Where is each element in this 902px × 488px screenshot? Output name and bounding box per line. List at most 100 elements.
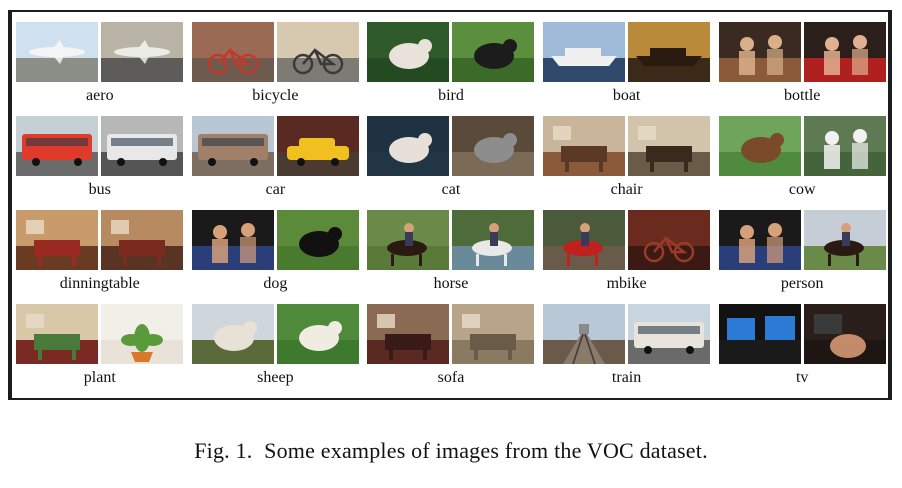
- category-cell-bottle: bottle: [718, 22, 886, 116]
- thumbnail-pair: [543, 304, 711, 364]
- example-image-train-1: [543, 304, 626, 364]
- category-cell-dinningtable: dinningtable: [16, 210, 184, 304]
- category-label: dog: [263, 275, 288, 292]
- example-image-train-2: [628, 304, 711, 364]
- example-image-bird-2: [452, 22, 535, 82]
- category-label: sofa: [437, 369, 465, 386]
- category-label: aero: [86, 87, 114, 104]
- example-image-horse-1: [367, 210, 450, 270]
- category-cell-cat: cat: [367, 116, 535, 210]
- category-cell-sofa: sofa: [367, 304, 535, 398]
- example-image-boat-2: [628, 22, 711, 82]
- category-cell-bird: bird: [367, 22, 535, 116]
- category-cell-boat: boat: [543, 22, 711, 116]
- example-image-plant-2: [101, 304, 184, 364]
- caption-number: Fig. 1.: [194, 438, 253, 463]
- category-grid: aero bicycle bird boat bottle bus car cat chair c…: [16, 22, 886, 398]
- example-image-tv-2: [803, 304, 886, 364]
- category-label: cat: [441, 181, 461, 198]
- category-cell-train: train: [543, 304, 711, 398]
- figure-caption: Fig. 1. Some examples of images from the…: [0, 438, 902, 464]
- example-image-bus-2: [101, 116, 184, 176]
- category-cell-bus: bus: [16, 116, 184, 210]
- category-cell-car: car: [191, 116, 360, 210]
- category-cell-person: person: [718, 210, 886, 304]
- thumbnail-pair: [367, 210, 535, 270]
- thumbnail-pair: [191, 304, 359, 364]
- thumbnail-pair: [16, 304, 184, 364]
- example-image-dog-2: [276, 210, 359, 270]
- category-cell-cow: cow: [718, 116, 886, 210]
- category-label: bus: [88, 181, 111, 198]
- category-label: tv: [795, 369, 809, 386]
- example-image-tv-1: [718, 304, 801, 364]
- category-cell-horse: horse: [367, 210, 535, 304]
- example-image-bus-1: [16, 116, 99, 176]
- example-image-aero-1: [16, 22, 99, 82]
- category-cell-sheep: sheep: [191, 304, 360, 398]
- category-label: person: [780, 275, 824, 292]
- thumbnail-pair: [191, 210, 359, 270]
- category-label: plant: [83, 369, 116, 386]
- category-label: bicycle: [252, 87, 299, 104]
- category-label: cow: [788, 181, 816, 198]
- category-label: mbike: [606, 275, 647, 292]
- example-image-person-2: [803, 210, 886, 270]
- thumbnail-pair: [191, 116, 359, 176]
- category-label: sheep: [257, 369, 294, 386]
- example-image-sofa-2: [452, 304, 535, 364]
- example-image-bottle-2: [803, 22, 886, 82]
- category-label: dinningtable: [59, 275, 140, 292]
- example-image-boat-1: [543, 22, 626, 82]
- category-label: bird: [438, 87, 464, 104]
- example-image-dog-1: [191, 210, 274, 270]
- thumbnail-pair: [718, 116, 886, 176]
- example-image-person-1: [718, 210, 801, 270]
- example-image-dinningtable-1: [16, 210, 99, 270]
- example-image-cat-1: [367, 116, 450, 176]
- category-cell-bicycle: bicycle: [191, 22, 360, 116]
- thumbnail-pair: [543, 116, 711, 176]
- example-image-car-2: [276, 116, 359, 176]
- example-image-plant-1: [16, 304, 99, 364]
- thumbnail-pair: [543, 22, 711, 82]
- example-image-chair-1: [543, 116, 626, 176]
- thumbnail-pair: [16, 210, 184, 270]
- example-image-bottle-1: [718, 22, 801, 82]
- figure-frame: aero bicycle bird boat bottle bus car cat chair c…: [8, 10, 892, 400]
- example-image-sofa-1: [367, 304, 450, 364]
- category-cell-dog: dog: [191, 210, 360, 304]
- example-image-bird-1: [367, 22, 450, 82]
- thumbnail-pair: [367, 304, 535, 364]
- category-label: horse: [433, 275, 469, 292]
- category-cell-chair: chair: [543, 116, 711, 210]
- example-image-sheep-1: [191, 304, 274, 364]
- thumbnail-pair: [367, 22, 535, 82]
- example-image-aero-2: [101, 22, 184, 82]
- example-image-sheep-2: [276, 304, 359, 364]
- thumbnail-pair: [16, 22, 184, 82]
- thumbnail-pair: [543, 210, 711, 270]
- example-image-chair-2: [628, 116, 711, 176]
- category-label: bottle: [783, 87, 821, 104]
- example-image-cow-1: [718, 116, 801, 176]
- category-cell-tv: tv: [718, 304, 886, 398]
- example-image-bicycle-1: [191, 22, 274, 82]
- category-label: car: [265, 181, 286, 198]
- example-image-mbike-2: [628, 210, 711, 270]
- thumbnail-pair: [16, 116, 184, 176]
- thumbnail-pair: [367, 116, 535, 176]
- example-image-mbike-1: [543, 210, 626, 270]
- example-image-cat-2: [452, 116, 535, 176]
- thumbnail-pair: [718, 304, 886, 364]
- category-cell-mbike: mbike: [543, 210, 711, 304]
- category-label: train: [611, 369, 642, 386]
- example-image-horse-2: [452, 210, 535, 270]
- example-image-dinningtable-2: [101, 210, 184, 270]
- category-label: chair: [610, 181, 643, 198]
- category-cell-aero: aero: [16, 22, 184, 116]
- category-label: boat: [612, 87, 641, 104]
- thumbnail-pair: [718, 210, 886, 270]
- figure-panel: aero bicycle bird boat bottle bus car cat chair c…: [12, 12, 888, 398]
- thumbnail-pair: [191, 22, 359, 82]
